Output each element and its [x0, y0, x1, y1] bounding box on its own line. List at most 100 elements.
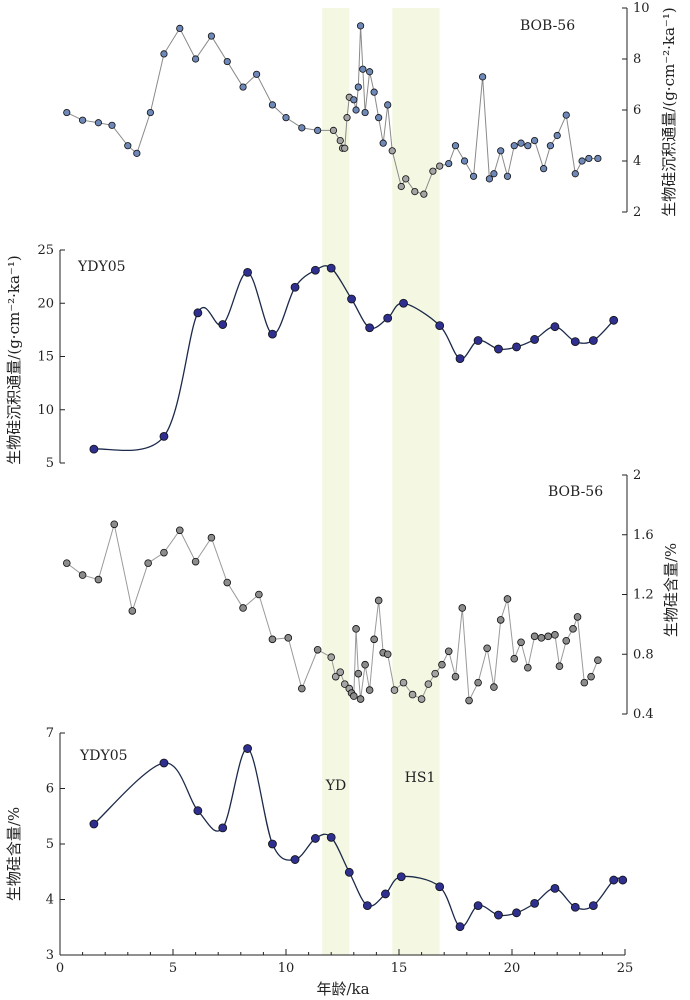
bob56-flux-point [253, 70, 261, 78]
bob56-content-y-tick-label: 1.6 [633, 528, 654, 543]
bob56-content-point [444, 647, 453, 656]
bob56-flux-point [361, 108, 369, 117]
bob56-content-point [374, 596, 383, 605]
bob56-flux-point [341, 144, 349, 152]
bob56-flux-point [343, 114, 351, 122]
bob56-content-point [503, 595, 512, 603]
bob56-flux-point [207, 32, 216, 40]
ydy05-content-title: YDY05 [79, 748, 128, 764]
ydy05-flux-point [530, 335, 539, 344]
bob56-flux-y-tick-label: 8 [633, 52, 641, 67]
bob56-flux-point [384, 101, 392, 109]
bob56-flux-point [176, 24, 184, 32]
bob56-flux-point [485, 175, 493, 183]
ydy05-content-point [193, 806, 203, 816]
bob56-flux-point [370, 88, 378, 96]
bob56-content-point [327, 653, 336, 662]
ydy05-content-point [435, 882, 445, 892]
bob56-content-y-tick-label: 2 [633, 468, 641, 483]
bob56-flux-point [540, 165, 548, 173]
ydy05-flux-series-line [93, 265, 615, 452]
ydy05-content-point [159, 758, 169, 768]
ydy05-content-ylabel: 生物硅含量/% [5, 807, 23, 901]
bob56-flux-point [510, 142, 518, 150]
ydy05-flux-y-tick-label: 20 [37, 296, 54, 311]
x-tick-label: 0 [56, 961, 64, 976]
bob56-content-point [431, 669, 439, 678]
bob56-flux-point [352, 106, 360, 114]
ydy05-flux-y-tick-label: 15 [37, 350, 54, 365]
bob56-flux-point [379, 139, 387, 147]
ydy05-content-point [494, 910, 503, 920]
bob56-flux-point [160, 50, 168, 58]
bob56-content-point [573, 613, 582, 621]
bob56-content-ylabel: 生物硅含量/% [662, 543, 680, 637]
bob56-content-point [349, 692, 358, 700]
bob56-content-point [458, 604, 467, 612]
bob56-content-point [555, 662, 564, 670]
ydy05-flux-point [609, 315, 619, 325]
bob56-flux-point [223, 57, 231, 66]
ydy05-flux-point [290, 282, 300, 292]
bob56-content-y-tick-label: 0.8 [633, 647, 654, 662]
ydy05-flux-point [365, 323, 375, 333]
bob56-content-point [207, 533, 216, 542]
ydy05-flux-y-tick-label: 25 [37, 243, 54, 258]
bob56-flux-point [578, 157, 586, 165]
ydy05-content-point [588, 901, 598, 911]
bob56-content-point [569, 625, 577, 633]
bob56-flux-point [553, 131, 561, 140]
bob56-content-point [356, 695, 365, 703]
bob56-flux-point [298, 124, 306, 132]
bob56-flux-point [469, 172, 478, 180]
bob56-flux-y-tick-label: 6 [633, 103, 641, 118]
ydy05-content-point [89, 819, 99, 829]
bob56-flux-point [79, 116, 87, 124]
ydy05-content-point [310, 834, 320, 843]
bob56-content-point [110, 520, 119, 529]
ydy05-content-y-tick-label: 6 [46, 782, 54, 797]
bob56-content-point [438, 660, 446, 669]
ydy05-flux-point [268, 329, 277, 339]
bob56-content-point [530, 632, 539, 641]
bob56-flux-point [133, 149, 141, 157]
bob56-flux-point [146, 108, 154, 117]
bob56-flux-y-tick-label: 2 [633, 205, 641, 220]
ydy05-flux-point [347, 294, 356, 304]
bob56-flux-point [375, 114, 383, 122]
bob56-flux-point [268, 101, 277, 109]
hs1-event-label: HS1 [405, 770, 436, 786]
bob56-flux-point [388, 147, 396, 155]
bob56-content-point [298, 684, 306, 693]
x-tick-label: 20 [504, 961, 521, 976]
ydy05-flux-point [550, 322, 560, 332]
bob56-content-point [284, 634, 293, 642]
ydy05-flux-point [326, 263, 336, 273]
ydy05-content-point [550, 884, 560, 893]
bob56-flux-point [503, 172, 512, 180]
ydy05-flux-point [310, 265, 320, 275]
bob56-content-point [524, 663, 532, 672]
yd-band [322, 8, 350, 955]
bob56-flux-y-tick-label: 10 [633, 1, 650, 16]
ydy05-content-panel: 3 4 5 6 7 0 5 10 15 20 25 [46, 726, 634, 976]
ydy05-flux-point [399, 298, 408, 308]
yd-event-label: YD [325, 778, 346, 794]
ydy05-content-point [290, 855, 300, 864]
ydy05-content-point [530, 898, 539, 908]
bob56-flux-point [359, 65, 367, 73]
ydy05-content-point [326, 832, 336, 842]
bob56-flux-point [239, 83, 247, 91]
ydy05-content-point [609, 875, 619, 885]
x-tick-label: 5 [169, 961, 177, 976]
bob56-flux-point [94, 119, 103, 127]
ydy05-content-point [218, 823, 228, 833]
ydy05-content-point [455, 922, 465, 932]
ydy05-content-point [344, 867, 354, 877]
ydy05-flux-point [455, 354, 465, 364]
bob56-flux-point [397, 182, 405, 191]
bob56-flux-panel: 2 4 6 8 10 [63, 1, 650, 220]
bob56-flux-point [562, 111, 570, 119]
ydy05-content-point [362, 901, 372, 911]
x-tick-label: 25 [617, 961, 634, 976]
